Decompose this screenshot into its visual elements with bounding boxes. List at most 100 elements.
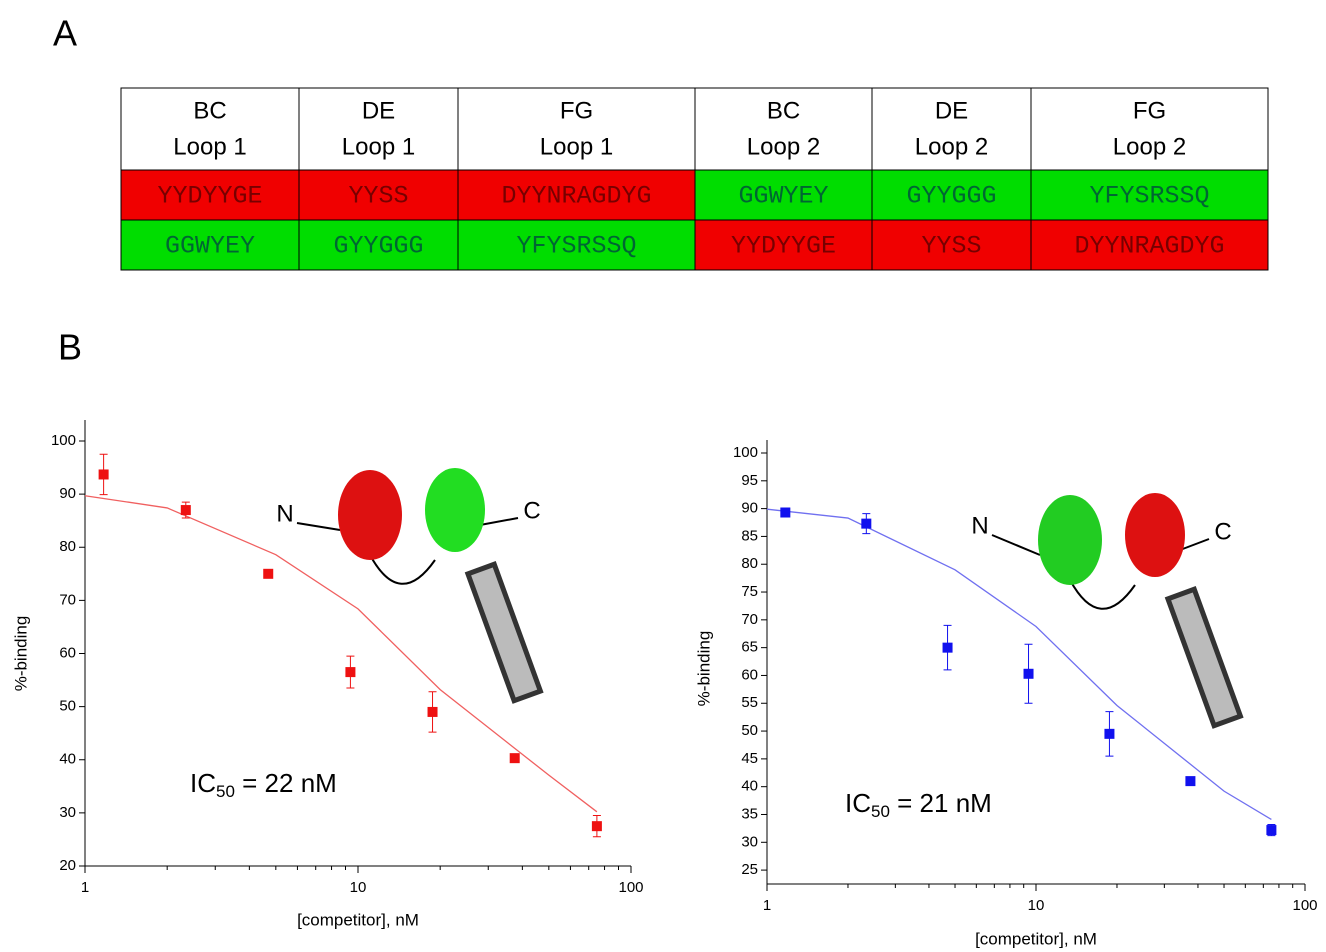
header-cell [298, 87, 459, 171]
y-tick-label: 25 [741, 861, 758, 878]
terminal-label: N [276, 500, 293, 527]
y-tick-label: 85 [741, 527, 758, 544]
x-tick-label: 1 [763, 897, 771, 914]
ic50-sub: 50 [871, 802, 890, 821]
cell-text: GYYGGG [906, 182, 996, 211]
y-tick-label: 45 [741, 750, 758, 767]
ic50-text: IC [845, 788, 871, 818]
ic50-rest: = 21 nM [890, 788, 992, 818]
header-text: Loop 2 [1113, 133, 1186, 160]
domain [425, 468, 485, 552]
header-cell [120, 87, 300, 171]
data-point [98, 469, 109, 480]
cell-text: GYYGGG [333, 232, 423, 261]
domain [338, 470, 402, 560]
cell [298, 219, 459, 271]
y-axis-label: %-binding [11, 616, 30, 692]
data-point [861, 518, 872, 529]
header-text: Loop 1 [540, 133, 613, 160]
linker [991, 534, 1041, 556]
y-tick-label: 80 [741, 555, 758, 572]
data-point [1185, 776, 1196, 787]
data-point [1023, 668, 1034, 679]
data-point [180, 505, 191, 516]
cell-text: GGWYEY [738, 182, 828, 211]
terminal-label: N [971, 512, 988, 539]
header-text: BC [767, 97, 800, 124]
y-tick-label: 95 [741, 472, 758, 489]
y-tick-label: 100 [51, 432, 76, 449]
cell [694, 219, 873, 271]
ic50-text: IC [190, 768, 216, 798]
x-tick-label: 100 [618, 879, 643, 896]
domain [1125, 493, 1185, 577]
header-text: Loop 1 [173, 133, 246, 160]
y-tick-label: 100 [733, 444, 758, 461]
x-axis-label: [competitor], nM [297, 910, 419, 929]
cell-text: YYDYYGE [157, 182, 262, 211]
cell-text: DYYNRAGDYG [501, 182, 651, 211]
data-point [427, 706, 438, 717]
y-tick-label: 30 [59, 804, 76, 821]
y-tick-label: 70 [59, 591, 76, 608]
cell-text: YFYSRSSQ [516, 232, 636, 261]
y-tick-label: 30 [741, 833, 758, 850]
y-tick-label: 55 [741, 694, 758, 711]
y-tick-label: 60 [741, 666, 758, 683]
cell-text: YYDYYGE [731, 232, 836, 261]
linker [369, 554, 436, 585]
cell [694, 169, 873, 221]
y-tick-label: 75 [741, 583, 758, 600]
cell-text: YFYSRSSQ [1089, 182, 1209, 211]
linker [1069, 579, 1136, 610]
x-axis-label: [competitor], nM [975, 929, 1097, 948]
cell-text: YYSS [921, 232, 981, 261]
cell [1030, 169, 1269, 221]
nanodisc [1164, 586, 1244, 729]
panel-label: B [58, 327, 82, 368]
header-text: FG [1133, 97, 1166, 124]
terminal-label: C [1214, 518, 1231, 545]
header-text: BC [193, 97, 226, 124]
y-tick-label: 40 [59, 751, 76, 768]
y-tick-label: 90 [59, 485, 76, 502]
header-text: Loop 2 [915, 133, 988, 160]
cell [120, 219, 300, 271]
header-text: Loop 2 [747, 133, 820, 160]
ic50-rest: = 22 nM [235, 768, 337, 798]
cell [1030, 219, 1269, 271]
data-point [780, 507, 791, 518]
y-axis-label: %-binding [694, 631, 713, 707]
x-tick-label: 10 [1028, 897, 1045, 914]
cell-text: YYSS [348, 182, 408, 211]
y-tick-label: 70 [741, 611, 758, 628]
data-point [591, 821, 602, 832]
fit-curve [766, 508, 1272, 821]
y-tick-label: 60 [59, 644, 76, 661]
data-point [345, 667, 356, 678]
fit-curve [84, 495, 598, 813]
ic50-label: IC50 = 22 nM [190, 768, 337, 802]
cell [298, 169, 459, 221]
header-cell [1030, 87, 1269, 171]
ic50-label: IC50 = 21 nM [845, 788, 992, 822]
cell-text: DYYNRAGDYG [1074, 232, 1224, 261]
data-point [263, 568, 274, 579]
y-tick-label: 20 [59, 857, 76, 874]
header-text: Loop 1 [342, 133, 415, 160]
ic50-sub: 50 [216, 782, 235, 801]
y-tick-label: 65 [741, 639, 758, 656]
cell-text: GGWYEY [165, 232, 255, 261]
y-tick-label: 90 [741, 500, 758, 517]
header-cell [694, 87, 873, 171]
data-point [509, 753, 520, 764]
header-cell [871, 87, 1032, 171]
header-text: DE [935, 97, 968, 124]
x-tick-label: 100 [1292, 897, 1317, 914]
data-point [942, 642, 953, 653]
terminal-label: C [523, 497, 540, 524]
header-text: DE [362, 97, 395, 124]
y-tick-label: 50 [741, 722, 758, 739]
data-point [1104, 728, 1115, 739]
